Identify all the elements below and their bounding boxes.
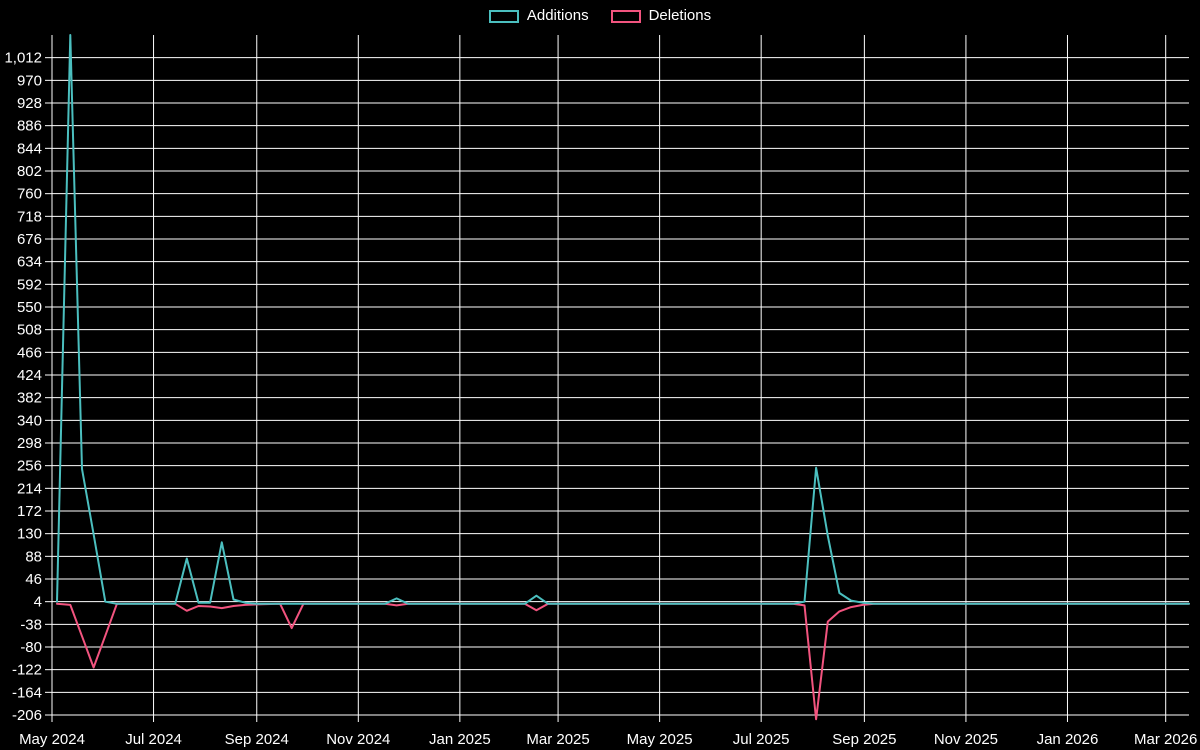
y-tick-label: 130	[17, 526, 42, 543]
legend-deletions-label: Deletions	[648, 7, 712, 24]
x-tick-label: Jan 2025	[429, 731, 491, 748]
y-tick-label: 1,012	[4, 50, 42, 67]
x-tick-label: Jul 2024	[125, 731, 182, 748]
y-tick-label: -80	[20, 639, 42, 656]
y-tick-label: 4	[34, 594, 42, 611]
x-tick-label: Sep 2025	[832, 731, 896, 748]
y-tick-label: 88	[25, 548, 42, 565]
y-tick-label: 466	[17, 344, 42, 361]
y-tick-label: -164	[12, 684, 42, 701]
y-tick-label: 970	[17, 72, 42, 89]
y-tick-label: 802	[17, 163, 42, 180]
y-tick-label: 550	[17, 299, 42, 316]
additions-swatch-icon	[488, 9, 519, 23]
x-tick-label: Jul 2025	[733, 731, 790, 748]
y-tick-label: 844	[17, 140, 42, 157]
x-tick-label: Nov 2024	[326, 731, 390, 748]
legend-item-additions[interactable]: Additions	[488, 7, 589, 25]
y-tick-label: 340	[17, 412, 42, 429]
y-tick-label: 424	[17, 367, 42, 384]
y-tick-label: 634	[17, 254, 42, 271]
y-tick-label: 382	[17, 390, 42, 407]
legend-additions-label: Additions	[526, 7, 589, 24]
additions-line	[56, 34, 1190, 605]
y-tick-label: 718	[17, 208, 42, 225]
x-tick-label: Mar 2025	[526, 731, 589, 748]
y-tick-label: 592	[17, 276, 42, 293]
chart-legend: Additions Deletions	[0, 7, 1200, 25]
y-tick-label: 214	[17, 480, 42, 497]
legend-item-deletions[interactable]: Deletions	[610, 7, 712, 25]
deletions-swatch-icon	[610, 9, 641, 23]
y-tick-label: 508	[17, 322, 42, 339]
y-tick-label: 256	[17, 458, 42, 475]
x-tick-label: Sep 2024	[225, 731, 289, 748]
x-tick-label: Nov 2025	[934, 731, 998, 748]
x-tick-label: May 2025	[627, 731, 693, 748]
y-tick-label: -206	[12, 707, 42, 724]
y-tick-label: 298	[17, 435, 42, 452]
y-tick-label: -38	[20, 616, 42, 633]
y-tick-label: 676	[17, 231, 42, 248]
y-tick-label: 760	[17, 186, 42, 203]
y-tick-label: 46	[25, 571, 42, 588]
x-tick-label: May 2024	[19, 731, 85, 748]
x-tick-label: Jan 2026	[1037, 731, 1099, 748]
x-tick-label: Mar 2026	[1134, 731, 1197, 748]
y-tick-label: 886	[17, 118, 42, 135]
y-tick-label: 928	[17, 95, 42, 112]
deletions-line	[56, 602, 1190, 721]
y-tick-label: -122	[12, 662, 42, 679]
y-tick-label: 172	[17, 503, 42, 520]
